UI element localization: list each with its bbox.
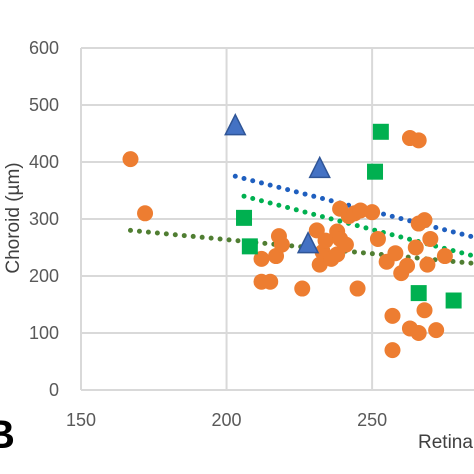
x-tick-label: 200 [212,410,242,430]
trendline [232,173,474,240]
x-tick-labels: 150 200 250 [66,410,387,430]
y-tick-label: 400 [29,152,59,172]
data-point-circle [419,256,436,273]
data-point-circle [410,132,427,149]
data-point-square [372,123,389,140]
data-point-square [241,238,258,255]
data-point-circle [294,280,311,297]
data-point-circle [422,230,439,247]
data-point-circle [122,151,139,168]
y-tick-label: 600 [29,38,59,58]
y-tick-label: 300 [29,209,59,229]
x-tick-label: 250 [357,410,387,430]
data-point-circle [262,273,279,290]
data-point-circle [410,325,427,341]
data-point-circle [416,212,433,229]
data-point-square [410,285,427,302]
data-point-circle [384,342,401,359]
data-point-circle [428,322,445,339]
y-tick-labels: 0 100 200 300 400 500 600 [29,38,59,400]
data-point-circle [349,280,366,297]
x-axis-title: Retina [418,432,473,453]
data-points [122,112,462,359]
data-point-circle [399,257,416,274]
y-tick-label: 100 [29,323,59,343]
panel-label: B [0,413,15,457]
data-point-circle [337,236,354,253]
data-point-square [236,209,253,226]
data-point-circle [384,307,401,324]
data-point-triangle [308,155,331,179]
data-point-circle [407,239,424,256]
y-tick-label: 500 [29,95,59,115]
trendline [241,193,474,259]
data-point-square [367,163,384,180]
data-point-circle [369,230,386,247]
data-point-square [445,292,462,309]
y-tick-label: 0 [49,380,59,400]
data-point-triangle [224,112,247,136]
data-point-circle [387,245,404,262]
data-point-circle [364,204,381,221]
data-point-triangle [296,230,320,254]
y-tick-label: 200 [29,266,59,286]
data-point-circle [436,248,453,265]
x-tick-label: 150 [66,410,96,430]
data-point-circle [137,205,154,222]
data-point-circle [253,250,270,267]
data-point-circle [416,302,433,319]
y-axis-title: Choroid (µm) [3,162,24,273]
data-point-circle [317,232,334,249]
data-point-circle [273,236,290,253]
